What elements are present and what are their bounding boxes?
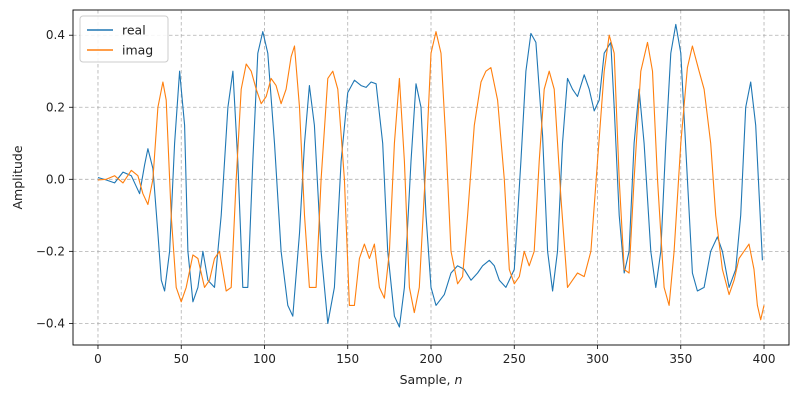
series-line-real [97,23,763,328]
y-tick-label: 0.4 [46,28,65,42]
legend: real imag [79,15,169,63]
x-tick-label: 150 [336,352,359,366]
x-tick-label: 200 [420,352,443,366]
y-tick-label: −0.4 [36,316,65,330]
x-tick-label: 300 [586,352,609,366]
x-tick-label: 250 [503,352,526,366]
x-tick-label: 350 [669,352,692,366]
y-axis-label: Amplitude [10,145,25,209]
y-tick-label: 0.0 [46,172,65,186]
x-tick-label: 100 [253,352,276,366]
axis-ticks: 0 50 100 150 200 250 300 350 400 −0.4 −0.2 0.0 0.2 0.… [36,28,776,366]
y-tick-label: −0.2 [36,244,65,258]
series-line-imag [97,31,765,321]
x-tick-label: 50 [174,352,189,366]
x-axis-label: Sample, n [400,372,463,387]
series-lines [97,23,765,328]
x-tick-label: 0 [94,352,102,366]
x-tick-label: 400 [753,352,776,366]
y-tick-label: 0.2 [46,100,65,114]
legend-label-imag: imag [122,43,153,58]
legend-label-real: real [122,23,146,38]
